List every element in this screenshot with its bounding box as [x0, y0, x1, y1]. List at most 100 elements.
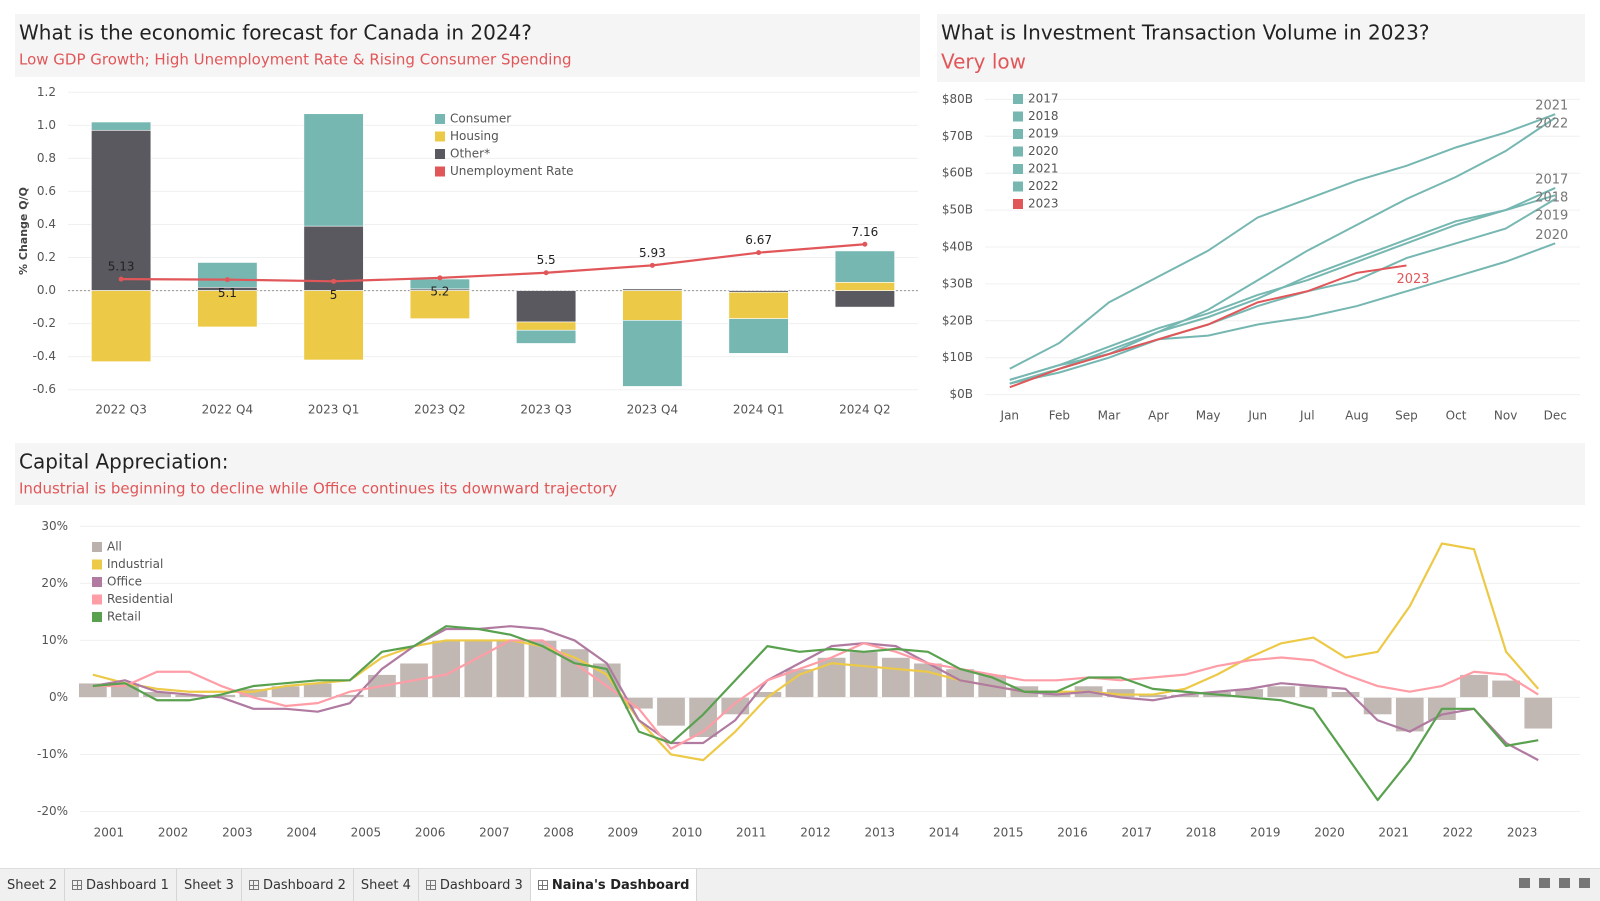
legend-swatch: [435, 114, 445, 124]
y-tick-label: 20%: [41, 576, 68, 590]
y-tick-label: $20B: [942, 313, 973, 327]
x-tick-label: Jul: [1299, 409, 1314, 423]
legend-label: 2023: [1028, 197, 1059, 211]
x-tick-label: 2016: [1057, 826, 1088, 840]
header-background: [15, 14, 920, 77]
y-axis-title: % Change Q/Q: [17, 187, 30, 275]
chart-title: What is Investment Transaction Volume in…: [941, 21, 1430, 45]
data-label: 5.2: [430, 284, 449, 298]
x-tick-label: 2008: [543, 826, 574, 840]
data-label: 5.13: [108, 260, 135, 274]
y-tick-label: 0.6: [37, 184, 56, 198]
legend-swatch: [1013, 129, 1023, 139]
y-tick-label: -0.6: [33, 382, 56, 396]
y-tick-label: $0B: [949, 387, 973, 401]
x-tick-label: 2019: [1250, 826, 1281, 840]
legend-swatch: [1013, 164, 1023, 174]
legend-label: Consumer: [450, 112, 511, 126]
x-tick-label: 2003: [222, 826, 253, 840]
line-series: [1009, 194, 1556, 385]
x-tick-label: 2012: [800, 826, 831, 840]
line-series: [1009, 264, 1407, 389]
data-label: 5: [330, 288, 338, 302]
y-tick-label: $50B: [942, 203, 973, 217]
sheet-tab[interactable]: Dashboard 3: [419, 869, 531, 901]
tab-label: Sheet 4: [360, 877, 411, 893]
x-tick-label: 2024 Q1: [733, 403, 784, 417]
x-tick-label: 2011: [736, 826, 767, 840]
tool-icon[interactable]: [1539, 878, 1550, 888]
sheet-tab[interactable]: Dashboard 2: [242, 869, 354, 901]
bar-segment: [516, 290, 577, 323]
sheet-tab[interactable]: Sheet 4: [354, 869, 419, 901]
bar-segment: [197, 262, 258, 288]
bar-segment: [516, 329, 577, 344]
x-tick-label: 2024 Q2: [839, 403, 890, 417]
line-series: [1009, 198, 1556, 385]
line-end-label: 2017: [1535, 172, 1568, 187]
line-point: [437, 275, 443, 281]
header-background: [937, 14, 1585, 82]
tool-icon[interactable]: [1579, 878, 1590, 888]
x-tick-label: 2023 Q2: [414, 403, 465, 417]
x-tick-label: Dec: [1544, 409, 1567, 423]
legend-label: 2018: [1028, 109, 1059, 123]
line-series: [92, 625, 1539, 762]
tool-icon[interactable]: [1519, 878, 1530, 888]
x-tick-label: 2005: [351, 826, 382, 840]
legend-label: Other*: [450, 147, 490, 161]
x-tick-label: Mar: [1098, 409, 1121, 423]
y-tick-label: -0.4: [33, 349, 56, 363]
x-tick-label: 2007: [479, 826, 510, 840]
data-label: 5.5: [537, 253, 556, 267]
sheet-tab[interactable]: Naina's Dashboard: [530, 869, 698, 901]
chart-title: What is the economic forecast for Canada…: [19, 21, 532, 45]
x-tick-label: 2014: [929, 826, 960, 840]
y-tick-label: $60B: [942, 166, 973, 180]
x-tick-label: 2022 Q4: [202, 403, 253, 417]
bar-segment: [409, 290, 470, 319]
legend-swatch: [92, 577, 102, 587]
sheet-tab[interactable]: Sheet 2: [0, 869, 65, 901]
legend-swatch: [1013, 146, 1023, 157]
legend-label: Housing: [450, 129, 499, 143]
x-tick-label: 2001: [94, 826, 125, 840]
bar: [1266, 685, 1296, 698]
bar-segment: [303, 113, 364, 227]
line-end-label: 2018: [1535, 190, 1568, 205]
bar-segment: [834, 250, 895, 283]
dashboard-icon: [537, 880, 548, 890]
x-tick-label: Jun: [1247, 409, 1267, 423]
legend-swatch: [92, 559, 102, 570]
bar-segment: [728, 318, 789, 354]
legend-label: 2021: [1028, 162, 1059, 176]
sheet-tab[interactable]: Sheet 3: [177, 869, 242, 901]
x-tick-label: 2006: [415, 826, 446, 840]
sheet-tab[interactable]: Dashboard 1: [65, 869, 177, 901]
legend-label: 2020: [1028, 144, 1059, 158]
legend-label: Industrial: [107, 557, 163, 571]
tool-icon[interactable]: [1559, 878, 1570, 888]
y-tick-label: $30B: [942, 276, 973, 290]
line-point: [224, 277, 230, 283]
x-tick-label: 2020: [1314, 826, 1345, 840]
bar-segment: [303, 290, 364, 361]
y-tick-label: 1.0: [37, 118, 56, 132]
legend-label: Office: [107, 575, 142, 589]
legend-swatch: [1013, 94, 1023, 104]
y-tick-label: $80B: [942, 92, 973, 106]
x-tick-label: Sep: [1395, 409, 1418, 423]
tab-label: Dashboard 2: [262, 877, 346, 893]
y-tick-label: -20%: [37, 804, 68, 818]
x-tick-label: 2004: [286, 826, 317, 840]
x-tick-label: 2015: [993, 826, 1024, 840]
x-tick-label: 2010: [672, 826, 703, 840]
legend-swatch: [1013, 181, 1023, 192]
chart-subtitle: Very low: [941, 50, 1026, 74]
line-end-label: 2021: [1535, 99, 1568, 114]
bar-segment: [197, 290, 258, 328]
legend-swatch: [435, 166, 445, 177]
legend-label: Residential: [107, 592, 173, 606]
y-tick-label: $40B: [942, 240, 973, 254]
bar: [849, 651, 879, 698]
